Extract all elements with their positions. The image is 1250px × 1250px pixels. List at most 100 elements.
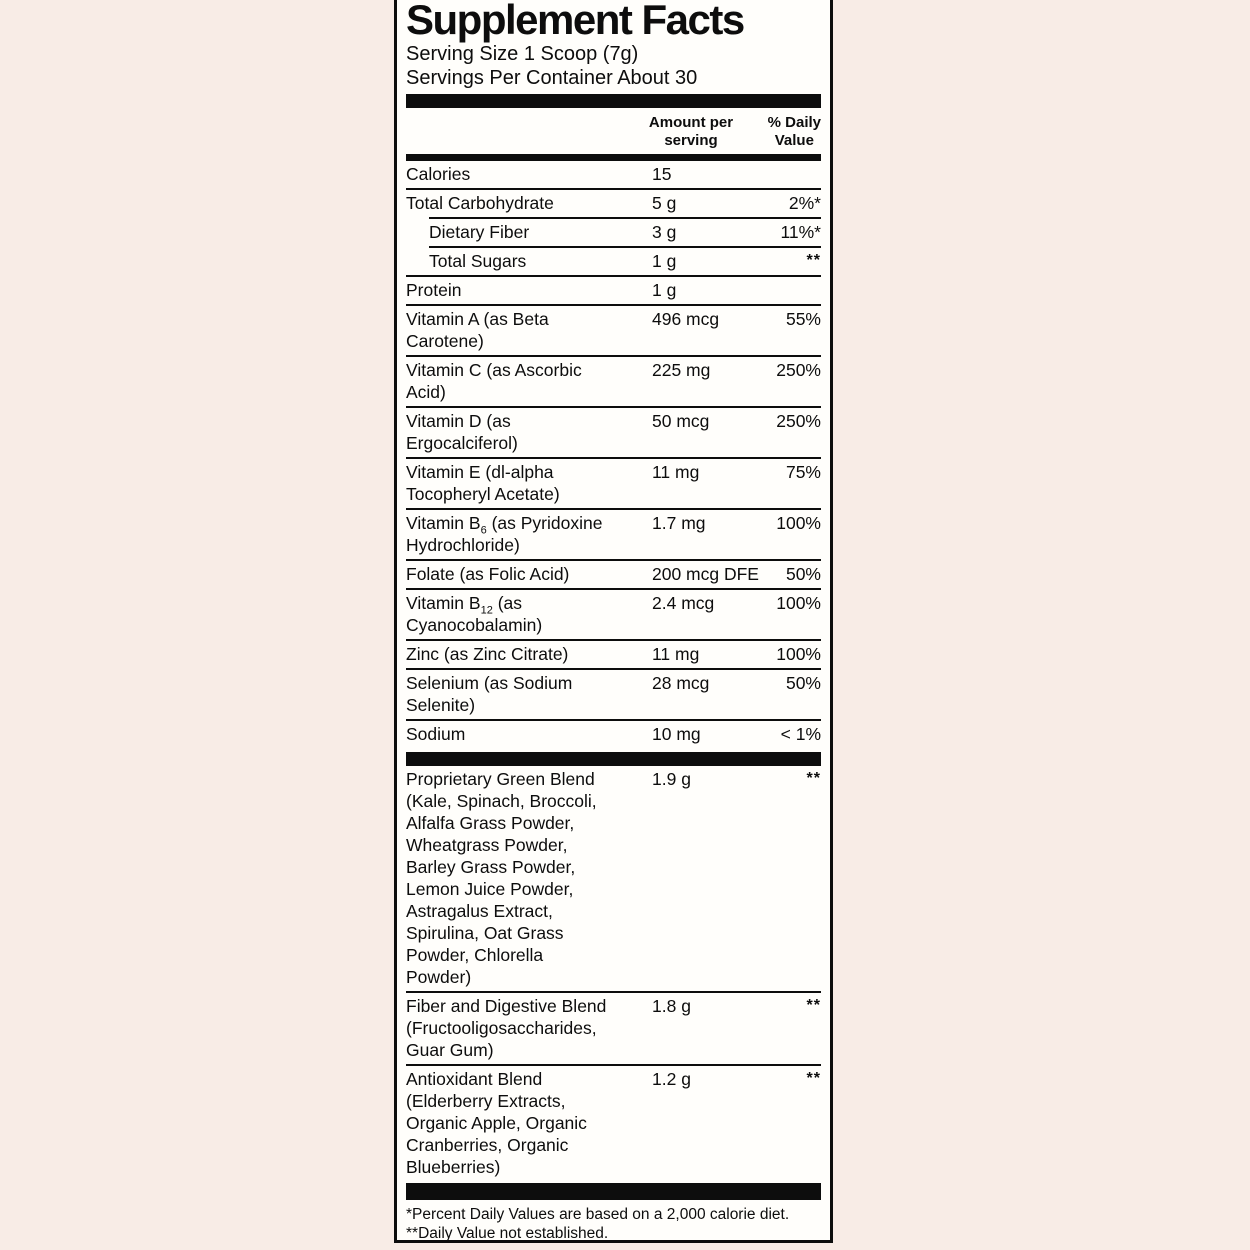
nutrient-amount: 1.9 g [652,769,691,789]
nutrient-row: Vitamin B6 (as Pyridoxine Hydrochloride)… [406,510,821,559]
nutrient-amount: 1.2 g [652,1069,691,1089]
column-header-row: Amount per serving % Daily Value [406,108,821,154]
nutrient-amount: 11 mg [652,644,700,664]
nutrient-name: Protein [406,280,462,300]
nutrient-name: Folate (as Folic Acid) [406,564,570,584]
row-separator [406,639,821,641]
blend-rows: Proprietary Green Blend (Kale, Spinach, … [406,766,821,1181]
subscript: 12 [480,604,493,617]
footnotes: *Percent Daily Values are based on a 2,0… [406,1200,821,1243]
nutrient-name: Vitamin D (as Ergocalciferol) [406,411,518,453]
nutrient-name: Antioxidant Blend (Elderberry Extracts, … [406,1069,587,1177]
column-header-daily-value-text: % Daily Value [767,114,821,149]
nutrient-amount: 50 mcg [652,411,710,431]
nutrient-daily-value: 100% [776,513,821,533]
nutrient-daily-value: ** [806,252,821,269]
nutrient-name: Vitamin A (as Beta Carotene) [406,309,549,351]
nutrient-amount: 2.4 mcg [652,593,715,613]
row-separator [429,246,821,248]
nutrient-row: Proprietary Green Blend (Kale, Spinach, … [406,766,821,991]
divider-bar-blends [406,752,821,766]
nutrient-name: Vitamin B12 (as Cyanocobalamin) [406,593,543,635]
serving-size: Serving Size 1 Scoop (7g) [406,43,639,65]
row-separator [406,991,821,993]
nutrient-row: Protein 1 g [406,277,821,304]
label-title: Supplement Facts [406,0,745,43]
nutrient-daily-value: ** [806,770,821,787]
nutrient-name: Total Sugars [429,251,527,271]
nutrient-name: Calories [406,164,471,184]
row-separator [406,304,821,306]
nutrient-row: Selenium (as Sodium Selenite) 28 mcg 50% [406,670,821,719]
nutrient-daily-value: 55% [785,309,821,329]
divider-bar-bottom [406,1183,821,1200]
footnote-not-established: **Daily Value not established. [406,1225,609,1242]
row-separator [406,1064,821,1066]
nutrient-row: Calories 15 [406,161,821,188]
nutrient-daily-value: 50% [785,564,821,584]
row-separator [406,588,821,590]
nutrient-amount: 225 mg [652,360,711,380]
divider-bar-header [406,154,821,161]
nutrient-amount: 1 g [652,280,677,300]
row-separator [406,719,821,721]
nutrient-daily-value: 100% [776,644,821,664]
nutrient-name: Fiber and Digestive Blend (Fructooligosa… [406,996,607,1060]
column-header-daily-value: % Daily Value [751,114,821,150]
nutrient-amount: 28 mcg [652,673,710,693]
nutrient-name: Sodium [406,724,466,744]
nutrient-row: Total Sugars 1 g ** [406,248,821,275]
nutrient-row: Vitamin E (dl-alpha Tocopheryl Acetate) … [406,459,821,508]
nutrient-name: Selenium (as Sodium Selenite) [406,673,573,715]
row-separator [406,406,821,408]
row-separator [406,355,821,357]
row-separator [429,217,821,219]
divider-bar-top [406,94,821,108]
supplement-facts-panel: Supplement Facts Serving Size 1 Scoop (7… [394,0,833,1243]
nutrient-daily-value: ** [806,997,821,1014]
column-header-amount: Amount per serving [648,114,734,149]
nutrient-amount: 200 mcg DFE [652,564,759,584]
nutrient-daily-value: < 1% [780,724,821,744]
servings-per-container: Servings Per Container About 30 [406,67,698,89]
nutrient-name: Vitamin C (as Ascorbic Acid) [406,360,582,402]
nutrient-amount: 10 mg [652,724,701,744]
nutrient-daily-value: ** [806,1070,821,1087]
nutrient-amount: 11 mg [652,462,700,482]
row-separator [406,188,821,190]
nutrient-amount: 1.8 g [652,996,691,1016]
nutrient-amount: 496 mcg [652,309,720,329]
nutrient-name: Zinc (as Zinc Citrate) [406,644,569,664]
nutrient-row: Antioxidant Blend (Elderberry Extracts, … [406,1066,821,1181]
nutrient-row: Dietary Fiber 3 g 11%* [406,219,821,246]
nutrient-row: Sodium 10 mg < 1% [406,721,821,748]
nutrient-row: Vitamin C (as Ascorbic Acid) 225 mg 250% [406,357,821,406]
nutrient-row: Total Carbohydrate 5 g 2%* [406,190,821,217]
nutrient-daily-value: 2%* [788,193,821,213]
nutrient-amount: 1 g [652,251,677,271]
nutrient-daily-value: 11%* [780,222,821,242]
nutrient-row: Fiber and Digestive Blend (Fructooligosa… [406,993,821,1064]
nutrient-name: Vitamin B6 (as Pyridoxine Hydrochloride) [406,513,603,555]
footnote-daily-values: *Percent Daily Values are based on a 2,0… [406,1206,790,1223]
subscript: 6 [480,524,487,537]
nutrient-amount: 1.7 mg [652,513,706,533]
row-separator [406,457,821,459]
nutrient-daily-value: 250% [776,411,821,431]
nutrient-row: Vitamin A (as Beta Carotene) 496 mcg 55% [406,306,821,355]
nutrient-row: Folate (as Folic Acid) 200 mcg DFE 50% [406,561,821,588]
row-separator [406,508,821,510]
nutrient-daily-value: 75% [785,462,821,482]
nutrient-amount: 15 [652,164,672,184]
nutrient-amount: 5 g [652,193,677,213]
row-separator [406,275,821,277]
nutrient-daily-value: 250% [776,360,821,380]
row-separator [406,559,821,561]
nutrient-row: Vitamin B12 (as Cyanocobalamin) 2.4 mcg … [406,590,821,639]
main-rows: Calories 15 Total Carbohydrate 5 g 2%* D… [406,161,821,748]
nutrient-daily-value: 50% [785,673,821,693]
nutrient-row: Vitamin D (as Ergocalciferol) 50 mcg 250… [406,408,821,457]
nutrient-amount: 3 g [652,222,677,242]
nutrient-name: Total Carbohydrate [406,193,554,213]
nutrient-daily-value: 100% [776,593,821,613]
